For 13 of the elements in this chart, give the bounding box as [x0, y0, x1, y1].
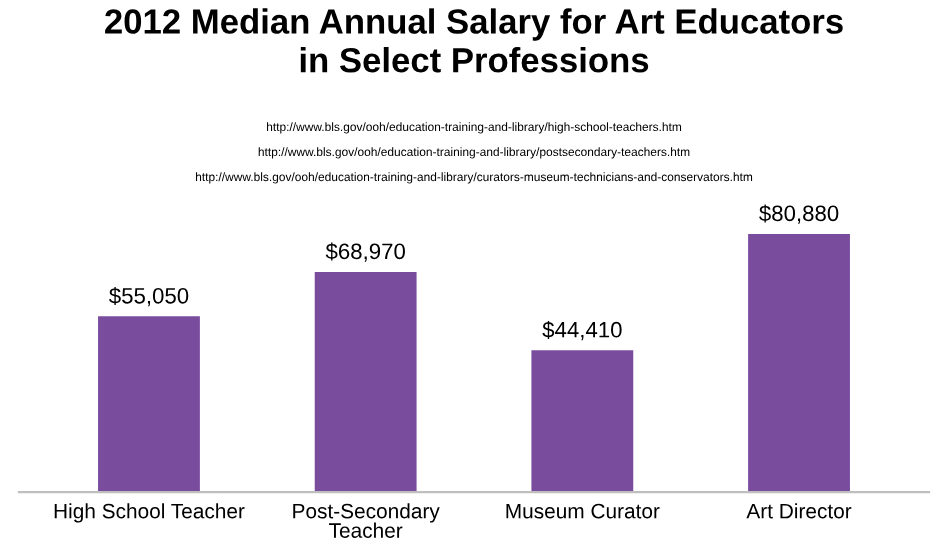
data-label: $44,410: [542, 320, 622, 341]
x-tick-label: Art Director: [746, 503, 852, 519]
chart-title: 2012 Median Annual Salary for Art Educators in Select Professions: [105, 8, 843, 73]
data-label: $80,880: [759, 204, 839, 224]
bar: [748, 233, 850, 493]
data-label: $55,050: [109, 286, 189, 307]
bar: [531, 350, 634, 493]
x-tick-label: High School Teacher: [54, 503, 245, 523]
data-label: $68,970: [325, 242, 405, 262]
bar: [314, 271, 417, 493]
x-tick-label: Post-Secondary Teacher: [293, 503, 440, 538]
x-tick-label: Museum Curator: [506, 503, 660, 519]
bar: [98, 316, 200, 493]
